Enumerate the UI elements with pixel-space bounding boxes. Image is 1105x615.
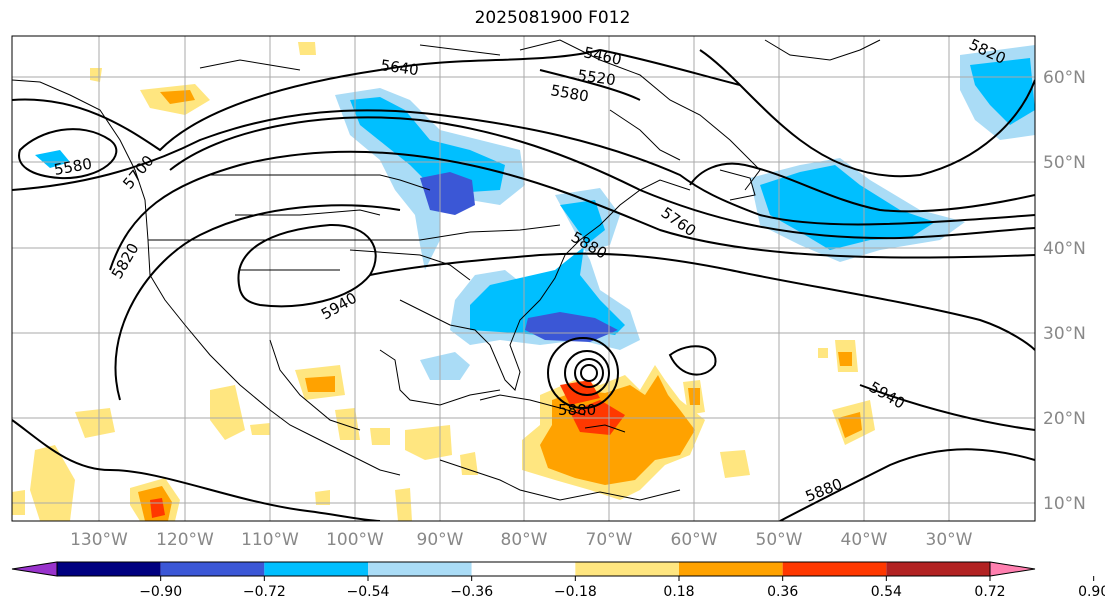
- colorbar-tick-label: −0.54: [347, 584, 390, 600]
- colorbar-segment: [160, 562, 265, 576]
- colorbar-segment: [11, 561, 58, 577]
- lon-label: 50°W: [756, 530, 803, 550]
- colorbar-segment: [368, 562, 472, 576]
- colorbar-segment: [264, 562, 368, 576]
- colorbar-tick-label: 0.36: [767, 584, 798, 600]
- contour-label: 5880: [558, 401, 596, 419]
- lat-label: 20°N: [1043, 409, 1086, 429]
- colorbar-segment: [679, 562, 783, 576]
- lon-label: 110°W: [241, 530, 299, 550]
- colorbar: −0.90 −0.72 −0.54 −0.36 −0.18 0.18 0.36 0.54 0.7…: [11, 561, 1105, 600]
- lon-label: 90°W: [417, 530, 464, 550]
- lat-label: 10°N: [1043, 494, 1086, 514]
- colorbar-tick-label: −0.72: [243, 584, 286, 600]
- lon-label: 60°W: [671, 530, 718, 550]
- lat-label: 40°N: [1043, 239, 1086, 259]
- lon-label: 80°W: [501, 530, 548, 550]
- lon-label: 40°W: [841, 530, 888, 550]
- latitude-labels: 60°N 50°N 40°N 30°N 20°N 10°N: [1043, 68, 1086, 514]
- colorbar-tick-label: 0.72: [974, 584, 1005, 600]
- lon-label: 130°W: [70, 530, 128, 550]
- map-frame: [11, 35, 1036, 522]
- colorbar-tick-label: 0.54: [871, 584, 902, 600]
- lat-label: 30°N: [1043, 324, 1086, 344]
- graticule: [12, 36, 1035, 521]
- colorbar-tick-label: −0.90: [139, 584, 182, 600]
- lon-label: 30°W: [926, 530, 973, 550]
- colorbar-tick-label: −0.18: [554, 584, 597, 600]
- colorbar-segment: [575, 562, 679, 576]
- lon-label: 70°W: [586, 530, 633, 550]
- colorbar-tick-label: 0.18: [663, 584, 694, 600]
- colorbar-segment: [471, 562, 576, 576]
- coastlines: [12, 39, 881, 501]
- lat-label: 50°N: [1043, 153, 1086, 173]
- colorbar-tick-label: 0.90: [1078, 584, 1105, 600]
- height-contours: [12, 49, 1035, 521]
- colorbar-tick-label: −0.36: [450, 584, 493, 600]
- colorbar-segment: [57, 562, 161, 576]
- lat-label: 60°N: [1043, 68, 1086, 88]
- lon-label: 100°W: [326, 530, 384, 550]
- contour-label: 5640: [379, 56, 419, 79]
- contour-label: 5520: [576, 66, 616, 89]
- lon-label: 120°W: [156, 530, 214, 550]
- colorbar-outline: [56, 561, 991, 577]
- colorbar-segment: [886, 562, 990, 576]
- longitude-labels: 130°W 120°W 110°W 100°W 90°W 80°W 70°W 6…: [70, 530, 973, 550]
- map-title: 2025081900 F012: [474, 8, 631, 28]
- map-field: 5460 5520 5580 5640 5580 5700 5820 5760 …: [12, 36, 1035, 521]
- colorbar-segment: [989, 561, 1036, 577]
- colorbar-segment: [782, 562, 887, 576]
